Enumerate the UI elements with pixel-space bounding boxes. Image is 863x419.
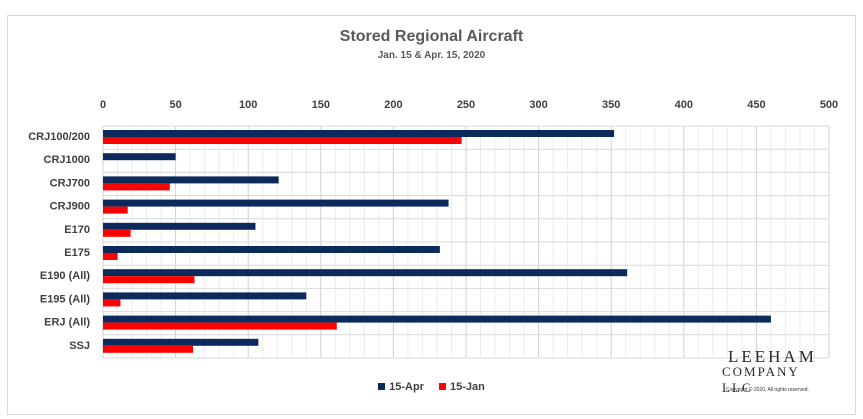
chart-subtitle: Jan. 15 & Apr. 15, 2020 — [377, 50, 486, 61]
x-tick-label: 450 — [747, 99, 765, 111]
category-label: CRJ700 — [50, 177, 90, 189]
legend-label-apr: 15-Apr — [389, 381, 424, 393]
x-tick-label: 50 — [169, 99, 181, 111]
bar-15-apr — [103, 222, 256, 230]
category-labels: CRJ100/200 CRJ1000 CRJ700 CRJ900 E170 E175 E19… — [28, 131, 90, 352]
bar-15-jan — [103, 137, 462, 144]
bar-15-apr — [103, 246, 440, 253]
category-label: CRJ100/200 — [28, 131, 90, 143]
bar-15-jan — [103, 253, 118, 260]
legend-swatch-apr — [378, 382, 386, 390]
logo-line1: LEEHAM — [728, 347, 817, 366]
bar-15-apr — [103, 176, 279, 184]
category-label: E195 (All) — [40, 293, 90, 305]
bars — [103, 130, 771, 353]
x-axis-ticks: 0 50 100 150 200 250 300 350 400 450 500 — [100, 99, 838, 111]
leeham-logo: LEEHAM COMPANY LLC Copyright © 2020, All… — [722, 347, 832, 397]
x-tick-label: 250 — [457, 99, 475, 111]
logo-line2: COMPANY LLC — [722, 364, 800, 395]
bar-15-apr — [103, 130, 615, 137]
bar-15-apr — [103, 269, 628, 277]
bar-15-jan — [103, 345, 194, 353]
legend-item-jan: 15-Jan — [439, 381, 485, 393]
category-label: CRJ1000 — [44, 154, 90, 166]
x-tick-label: 350 — [602, 99, 620, 111]
x-tick-label: 0 — [100, 99, 106, 111]
bar-15-jan — [103, 229, 131, 237]
x-tick-label: 400 — [675, 99, 693, 111]
bar-15-apr — [103, 153, 176, 161]
bar-15-jan — [103, 322, 337, 330]
bar-15-apr — [103, 338, 259, 346]
bar-15-apr — [103, 292, 307, 300]
x-tick-label: 100 — [239, 99, 257, 111]
category-label: E175 — [64, 247, 90, 259]
legend-swatch-jan — [439, 382, 447, 390]
bar-15-apr — [103, 199, 449, 207]
category-label: E170 — [64, 224, 90, 236]
x-tick-label: 200 — [384, 99, 402, 111]
chart-frame — [7, 15, 856, 415]
category-label: CRJ900 — [50, 201, 90, 213]
legend-item-apr: 15-Apr — [378, 381, 424, 393]
bar-15-jan — [103, 183, 170, 191]
category-label: ERJ (All) — [44, 317, 90, 329]
bar-15-apr — [103, 315, 771, 323]
bar-15-jan — [103, 299, 121, 307]
category-label: SSJ — [69, 340, 90, 352]
bar-15-jan — [103, 276, 195, 284]
x-tick-label: 500 — [820, 99, 838, 111]
x-tick-label: 150 — [312, 99, 330, 111]
x-tick-label: 300 — [529, 99, 547, 111]
chart-title: Stored Regional Aircraft — [339, 28, 524, 45]
logo-copyright: Copyright © 2020, All rights reserved. — [726, 387, 809, 393]
legend-label-jan: 15-Jan — [450, 381, 485, 393]
category-label: E190 (All) — [40, 270, 90, 282]
bar-15-jan — [103, 206, 128, 214]
legend: 15-Apr 15-Jan — [0, 381, 863, 393]
